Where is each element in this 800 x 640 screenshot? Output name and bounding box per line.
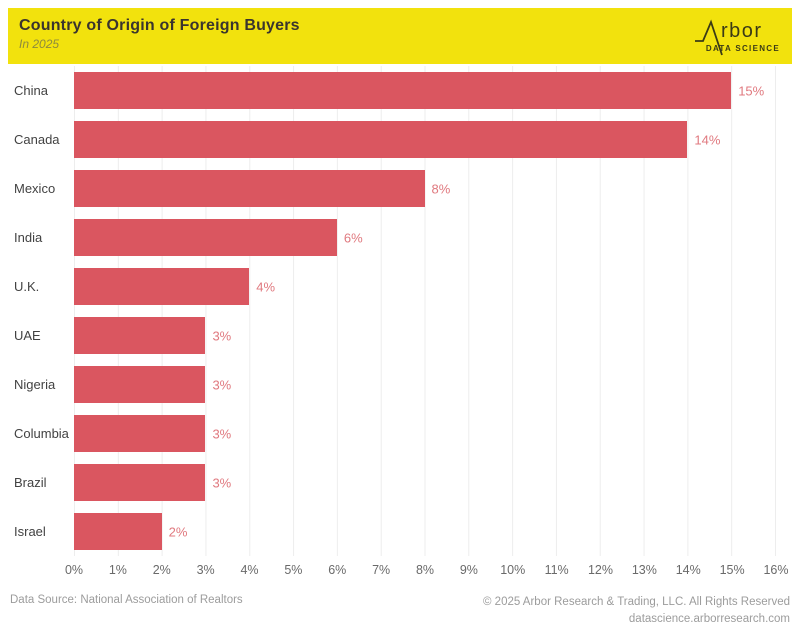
axis-tick: 11%: [544, 563, 569, 577]
category-label: Nigeria: [14, 377, 56, 392]
axis-tick: 5%: [284, 563, 303, 577]
chart-title: Country of Origin of Foreign Buyers: [19, 17, 300, 34]
axis-tick: 9%: [459, 563, 478, 577]
bar[interactable]: [74, 366, 206, 403]
x-axis: 0% 1% 2% 3% 4% 5% 6% 7% 8% 9% 10% 11% 12% 13% 14% 15% 16…: [8, 556, 789, 580]
bar-track: 14%: [74, 115, 776, 164]
bar-row: Canada 14%: [8, 115, 776, 164]
bar[interactable]: [74, 317, 206, 354]
bar-chart: China 15% Canada 14% Mexico 8% India 6% U.K. 4% UA…: [8, 66, 789, 580]
bar[interactable]: [74, 121, 688, 158]
bar[interactable]: [74, 464, 206, 501]
bar[interactable]: [74, 268, 250, 305]
category-label: Canada: [14, 132, 60, 147]
axis-tick-labels: 0% 1% 2% 3% 4% 5% 6% 7% 8% 9% 10% 11% 12% 13% 14% 15% 16…: [65, 556, 789, 580]
bar-track: 6%: [74, 213, 776, 262]
bar-track: 15%: [74, 66, 776, 115]
logo-tagline: DATA SCIENCE: [705, 44, 780, 53]
bar[interactable]: [74, 219, 337, 256]
bar-row: U.K. 4%: [8, 262, 776, 311]
chart-subtitle: In 2025: [19, 37, 60, 51]
value-label: 3%: [212, 377, 232, 392]
bar-row: Nigeria 3%: [8, 360, 776, 409]
arbor-logo: rbor DATA SCIENCE: [694, 19, 780, 57]
axis-tick: 16%: [763, 563, 789, 577]
category-label: Brazil: [14, 475, 47, 490]
bar-row: Brazil 3%: [8, 458, 776, 507]
bar-track: 8%: [74, 164, 776, 213]
copyright-block: © 2025 Arbor Research & Trading, LLC. Al…: [483, 594, 790, 627]
title-banner: Country of Origin of Foreign Buyers In 2…: [8, 8, 792, 64]
category-label: India: [14, 230, 43, 245]
axis-tick: 3%: [196, 563, 215, 577]
data-source-note: Data Source: National Association of Rea…: [10, 594, 243, 606]
bar-track: 2%: [74, 507, 776, 556]
value-label: 15%: [738, 83, 765, 98]
bar[interactable]: [74, 513, 162, 550]
axis-tick: 10%: [500, 563, 526, 577]
category-label: China: [14, 83, 48, 98]
category-label: Mexico: [14, 181, 56, 196]
website-text: datascience.arborresearch.com: [628, 612, 790, 625]
category-label: Columbia: [14, 426, 69, 441]
bar-row: UAE 3%: [8, 311, 776, 360]
axis-tick: 8%: [415, 563, 435, 577]
bar[interactable]: [74, 415, 206, 452]
logo-brand-text: rbor: [721, 20, 763, 42]
axis-tick: 2%: [152, 563, 171, 577]
category-label: Israel: [14, 524, 46, 539]
value-label: 8%: [431, 181, 451, 196]
category-label: U.K.: [14, 279, 40, 294]
bar[interactable]: [74, 170, 425, 207]
axis-tick: 12%: [587, 563, 614, 577]
bar-track: 3%: [74, 409, 776, 458]
bar-row: India 6%: [8, 213, 776, 262]
value-label: 3%: [212, 426, 232, 441]
axis-tick: 15%: [719, 563, 745, 577]
bar-track: 4%: [74, 262, 776, 311]
axis-tick: 6%: [328, 563, 347, 577]
copyright-text: © 2025 Arbor Research & Trading, LLC. Al…: [483, 596, 790, 608]
value-label: 6%: [343, 230, 363, 245]
bar-rows: China 15% Canada 14% Mexico 8% India 6% U.K. 4% UA…: [8, 66, 776, 556]
bar-track: 3%: [74, 311, 776, 360]
bar[interactable]: [74, 72, 732, 109]
value-label: 4%: [256, 279, 276, 294]
axis-tick: 13%: [631, 563, 657, 577]
value-label: 3%: [212, 475, 232, 490]
bar-row: Columbia 3%: [8, 409, 776, 458]
bar-track: 3%: [74, 360, 776, 409]
bar-track: 3%: [74, 458, 776, 507]
bar-row: Israel 2%: [8, 507, 776, 556]
bar-row: China 15%: [8, 66, 776, 115]
bar-row: Mexico 8%: [8, 164, 776, 213]
value-label: 2%: [168, 524, 188, 539]
footer: Data Source: National Association of Rea…: [10, 594, 790, 627]
axis-tick: 14%: [675, 563, 701, 577]
axis-tick: 7%: [372, 563, 391, 577]
category-label: UAE: [14, 328, 41, 343]
axis-tick: 0%: [64, 563, 84, 577]
value-label: 3%: [212, 328, 232, 343]
axis-tick: 4%: [240, 563, 259, 577]
axis-tick: 1%: [108, 563, 127, 577]
value-label: 14%: [694, 132, 721, 147]
